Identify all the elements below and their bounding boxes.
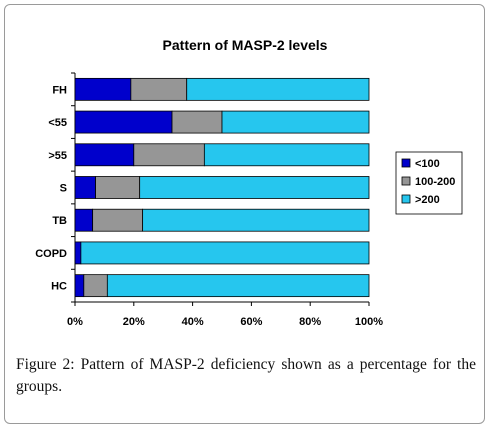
bar-segment [74, 274, 85, 298]
bar-segment [95, 176, 141, 199]
bar-segment [221, 110, 370, 134]
bar-segment [133, 143, 205, 167]
legend-swatch [401, 194, 411, 204]
legend: <100 100-200 >200 [395, 151, 463, 215]
category-label: COPD [35, 248, 67, 260]
caption-text: Pattern of MASP-2 deficiency shown as a … [16, 356, 476, 395]
x-tick-label: 100% [355, 316, 383, 328]
bar-segment [139, 176, 370, 199]
legend-swatch [401, 176, 411, 186]
bar-segment [203, 143, 370, 167]
bar-segment [186, 77, 370, 101]
category-label: TB [52, 215, 67, 227]
bar-segment [74, 77, 132, 101]
bar-segment [74, 110, 173, 134]
category-label: >55 [48, 150, 67, 162]
category-label: FH [52, 84, 67, 96]
bar-segment [80, 241, 370, 265]
bar-segment [74, 176, 96, 199]
x-tick-label: 40% [182, 316, 204, 328]
category-label: S [60, 183, 67, 195]
bar-segment [83, 274, 108, 298]
stacked-bar-chart: Pattern of MASP-2 levels FH <55 >55 S TB COPD… [35, 37, 463, 328]
caption-label: Figure 2: [16, 356, 75, 373]
bar-segment [92, 208, 144, 232]
plot-area: FH <55 >55 S TB COPD HC 0% 20% 40% 60% 80% 100% [35, 72, 383, 328]
x-tick-label: 0% [67, 316, 83, 328]
x-tick-label: 80% [299, 316, 321, 328]
category-label: HC [51, 281, 67, 293]
legend-label: 100-200 [415, 176, 455, 188]
category-label: <55 [48, 117, 67, 129]
bar-segment [106, 274, 370, 298]
bar-segment [74, 208, 94, 232]
x-tick-label: 60% [240, 316, 262, 328]
figure-caption: Figure 2: Pattern of MASP-2 deficiency s… [16, 354, 476, 398]
legend-label: >200 [415, 194, 440, 206]
chart-title: Pattern of MASP-2 levels [163, 37, 328, 53]
x-tick-label: 20% [123, 316, 145, 328]
legend-label: <100 [415, 158, 440, 170]
legend-swatch [401, 158, 411, 168]
bar-segment [142, 208, 370, 232]
bar-segment [74, 143, 135, 167]
bar-segment [171, 110, 223, 134]
bar-segment [130, 77, 188, 101]
bar-segment [74, 241, 82, 265]
